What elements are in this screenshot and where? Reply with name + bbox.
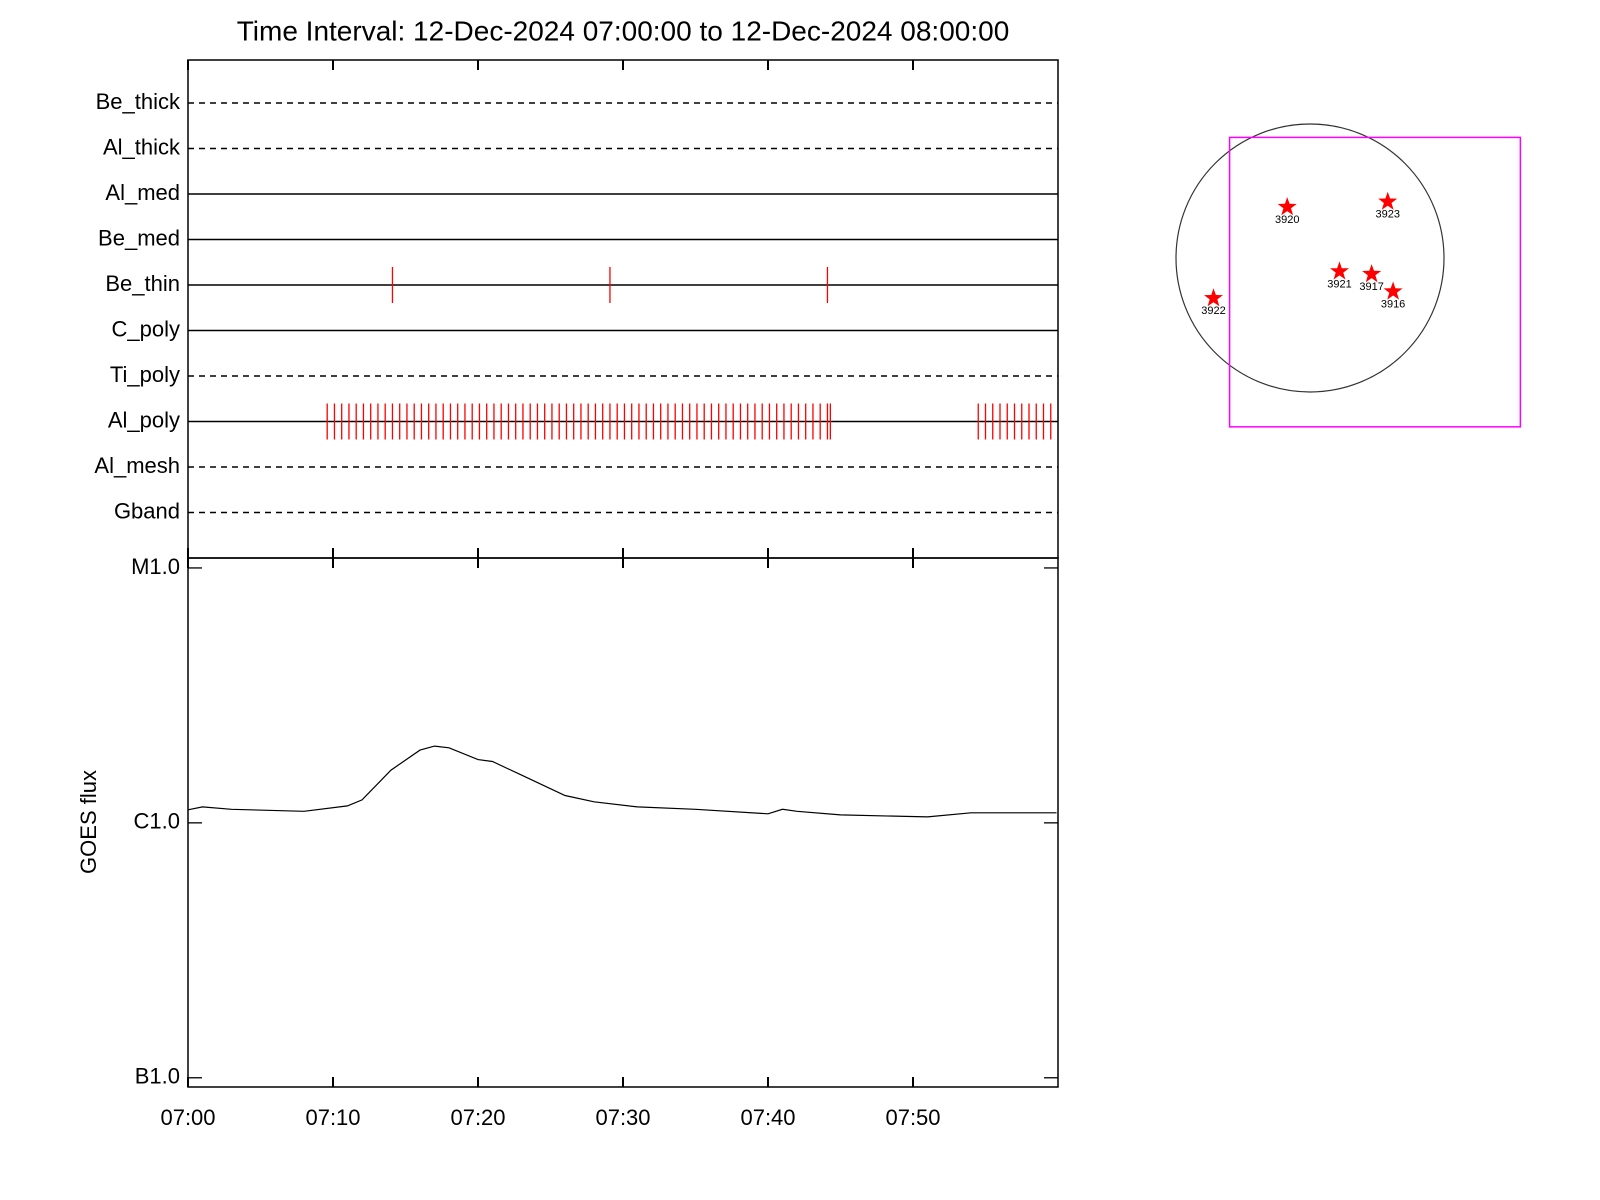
x-tick-label: 07:30 <box>595 1105 650 1130</box>
filter-label: Be_thin <box>105 271 180 296</box>
region-label: 3917 <box>1359 281 1383 293</box>
y-axis-label: GOES flux <box>76 770 101 874</box>
region-label: 3922 <box>1201 305 1225 317</box>
filter-label: Ti_poly <box>110 362 180 387</box>
region-label: 3923 <box>1375 209 1399 221</box>
filter-label: Al_poly <box>108 407 180 432</box>
chart-title: Time Interval: 12-Dec-2024 07:00:00 to 1… <box>237 15 1010 46</box>
filter-label: Al_mesh <box>94 453 180 478</box>
x-tick-label: 07:40 <box>740 1105 795 1130</box>
filter-label: Al_med <box>105 180 180 205</box>
x-tick-label: 07:50 <box>885 1105 940 1130</box>
filter-label: Gband <box>114 498 180 523</box>
filter-label: Be_med <box>98 225 180 250</box>
filter-label: Be_thick <box>96 89 181 114</box>
fov-box <box>1228 136 1522 428</box>
y-tick-label: B1.0 <box>135 1064 180 1089</box>
solar-disk <box>1175 123 1445 393</box>
region-label: 3916 <box>1381 298 1405 310</box>
timeline-frame <box>187 59 1059 559</box>
filter-label: Al_thick <box>103 134 181 159</box>
active-region <box>1277 197 1297 216</box>
x-tick-label: 07:10 <box>305 1105 360 1130</box>
x-tick-label: 07:00 <box>160 1105 215 1130</box>
region-label: 3921 <box>1327 278 1351 290</box>
filter-label: C_poly <box>112 316 180 341</box>
x-tick-label: 07:20 <box>450 1105 505 1130</box>
active-region <box>1362 264 1382 283</box>
active-region <box>1383 281 1403 300</box>
y-tick-label: C1.0 <box>134 809 180 834</box>
goes-frame <box>187 557 1059 1088</box>
active-region <box>1204 288 1223 307</box>
active-region <box>1378 191 1398 210</box>
y-tick-label: M1.0 <box>131 554 180 579</box>
region-label: 3920 <box>1275 214 1299 226</box>
active-region <box>1330 261 1349 280</box>
goes-line <box>187 745 1057 818</box>
